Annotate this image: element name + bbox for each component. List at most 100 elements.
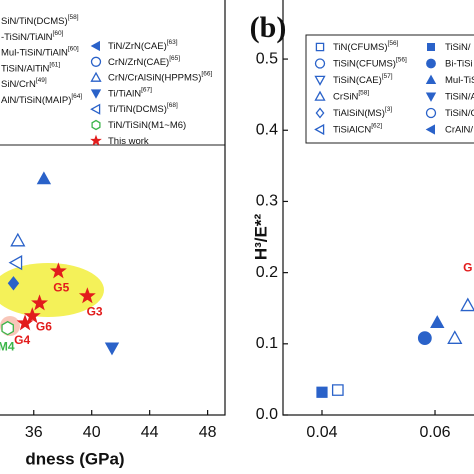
x-tick-label: 0.04 xyxy=(306,424,337,441)
legend-name: Ti/TiAlN xyxy=(108,88,141,99)
x-tick-label: 48 xyxy=(199,424,217,441)
y-tick-label: 0.1 xyxy=(256,335,278,352)
legend-label: Ti/TiN(DCMS)[68] xyxy=(108,102,178,115)
data-point xyxy=(16,314,34,331)
legend-name: Mul-TiSiN/TiAlN xyxy=(1,47,68,58)
legend-marker xyxy=(425,124,435,135)
legend-name: TiSiN/ xyxy=(445,42,471,53)
data-point xyxy=(8,255,23,271)
legend-label: CrN/CrAlSiN(HPPMS)[66] xyxy=(108,70,212,83)
legend-label: AlN/TiSiN(MAIP)[64] xyxy=(1,93,82,106)
legend-name: Bi-TiSi xyxy=(445,58,473,69)
legend-marker xyxy=(427,43,435,51)
annotation: G xyxy=(463,261,472,275)
data-point xyxy=(23,307,41,324)
legend-marker xyxy=(90,89,102,99)
legend-ref: [58] xyxy=(358,89,369,96)
x-tick-label: 0.06 xyxy=(419,424,450,441)
legend-label: TiSiAlCN[62] xyxy=(333,122,382,135)
legend-box xyxy=(305,34,474,144)
legend-ref: [65] xyxy=(169,55,180,62)
legend-ref: [66] xyxy=(201,70,212,77)
legend-name: TiSiN(CAE) xyxy=(333,75,382,86)
legend-name: SiN/TiN(DCMS) xyxy=(1,16,68,27)
legend-marker xyxy=(90,134,102,146)
highlight-region xyxy=(0,263,104,317)
data-point xyxy=(7,276,20,291)
legend-label: CrAlN/ xyxy=(445,124,473,135)
legend-ref: [67] xyxy=(141,86,152,93)
data-point xyxy=(49,262,67,279)
legend-marker xyxy=(91,119,101,131)
legend-label: Mul-TiSi xyxy=(445,75,474,86)
legend-marker xyxy=(315,107,325,119)
annotation: G5 xyxy=(53,280,69,294)
legend-label: TiSiN/C xyxy=(445,108,474,119)
legend-name: AlN/TiSiN(MAIP) xyxy=(1,95,71,106)
annotation: M4 xyxy=(0,340,15,354)
data-point xyxy=(31,294,48,311)
legend-ref: [60] xyxy=(68,45,79,52)
legend-ref: [63] xyxy=(167,39,178,46)
legend-label: CrN/ZrN(CAE)[65] xyxy=(108,55,180,68)
y-tick-label: 0.2 xyxy=(256,264,278,281)
legend-name: CrSiN xyxy=(333,91,358,102)
legend-ref: [61] xyxy=(49,61,60,68)
legend-ref: [58] xyxy=(68,14,79,21)
x-tick-label: 36 xyxy=(25,424,43,441)
y-tick-label: 0.0 xyxy=(256,406,278,423)
data-point xyxy=(316,386,328,398)
plot-frame xyxy=(0,0,226,416)
data-point xyxy=(104,342,120,356)
legend-ref: [60] xyxy=(53,30,64,37)
legend-marker xyxy=(314,58,326,69)
legend-name: Ti/TiN(DCMS) xyxy=(108,104,167,115)
legend-label: -TiSiN/TiAlN[60] xyxy=(1,30,64,43)
y-axis-label: H³/E*² xyxy=(251,214,270,261)
legend-marker xyxy=(426,58,436,69)
legend-label: TiN/TiSiN(M1~M6) xyxy=(108,120,186,131)
legend-marker xyxy=(90,40,100,52)
data-point xyxy=(1,320,14,336)
plot-frame xyxy=(282,0,474,416)
legend-ref: [56] xyxy=(396,56,407,63)
data-point xyxy=(36,171,52,185)
legend-box xyxy=(0,0,226,146)
data-point xyxy=(10,232,26,247)
legend-ref: [62] xyxy=(371,122,382,129)
legend-name: TiN/ZrN(CAE) xyxy=(108,41,167,52)
legend-ref: [3] xyxy=(385,106,392,113)
legend-label: Bi-TiSi xyxy=(445,58,473,69)
data-point xyxy=(331,384,344,396)
legend-ref: [68] xyxy=(167,102,178,109)
legend-marker xyxy=(314,123,325,136)
legend-name: CrN/ZrN(CAE) xyxy=(108,56,169,67)
legend-label: CrSiN[58] xyxy=(333,89,369,102)
legend-marker xyxy=(425,74,437,84)
legend-marker xyxy=(315,42,325,52)
legend-name: CrAlN/ xyxy=(445,124,473,135)
legend-marker xyxy=(314,90,326,101)
legend-label: TiSiN(CFUMS)[56] xyxy=(333,56,407,69)
legend-name: TiSiN/A xyxy=(445,91,474,102)
panel-label: (b) xyxy=(250,11,287,44)
legend-name: -TiSiN/TiAlN xyxy=(1,31,53,42)
y-tick-label: 0.3 xyxy=(256,193,278,210)
legend-marker xyxy=(425,107,437,119)
data-point xyxy=(430,315,445,329)
legend-name: TiN/TiSiN(M1~M6) xyxy=(108,120,186,131)
legend-label: SiN/CrN[49] xyxy=(1,77,47,90)
legend-name: TiSiN(CFUMS) xyxy=(333,58,396,69)
legend-label: TiSiN(CAE)[57] xyxy=(333,73,393,86)
legend-marker xyxy=(90,71,102,82)
legend-name: This work xyxy=(108,135,149,146)
legend-ref: [64] xyxy=(71,93,82,100)
legend-name: TiSiN/C xyxy=(445,108,474,119)
annotation: G4 xyxy=(14,333,30,347)
legend-ref: [56] xyxy=(388,40,399,47)
legend-label: TiSiN/ xyxy=(445,42,471,53)
x-axis-label: dness (GPa) xyxy=(25,449,124,468)
legend-marker xyxy=(90,103,101,115)
legend-name: Mul-TiSi xyxy=(445,75,474,86)
